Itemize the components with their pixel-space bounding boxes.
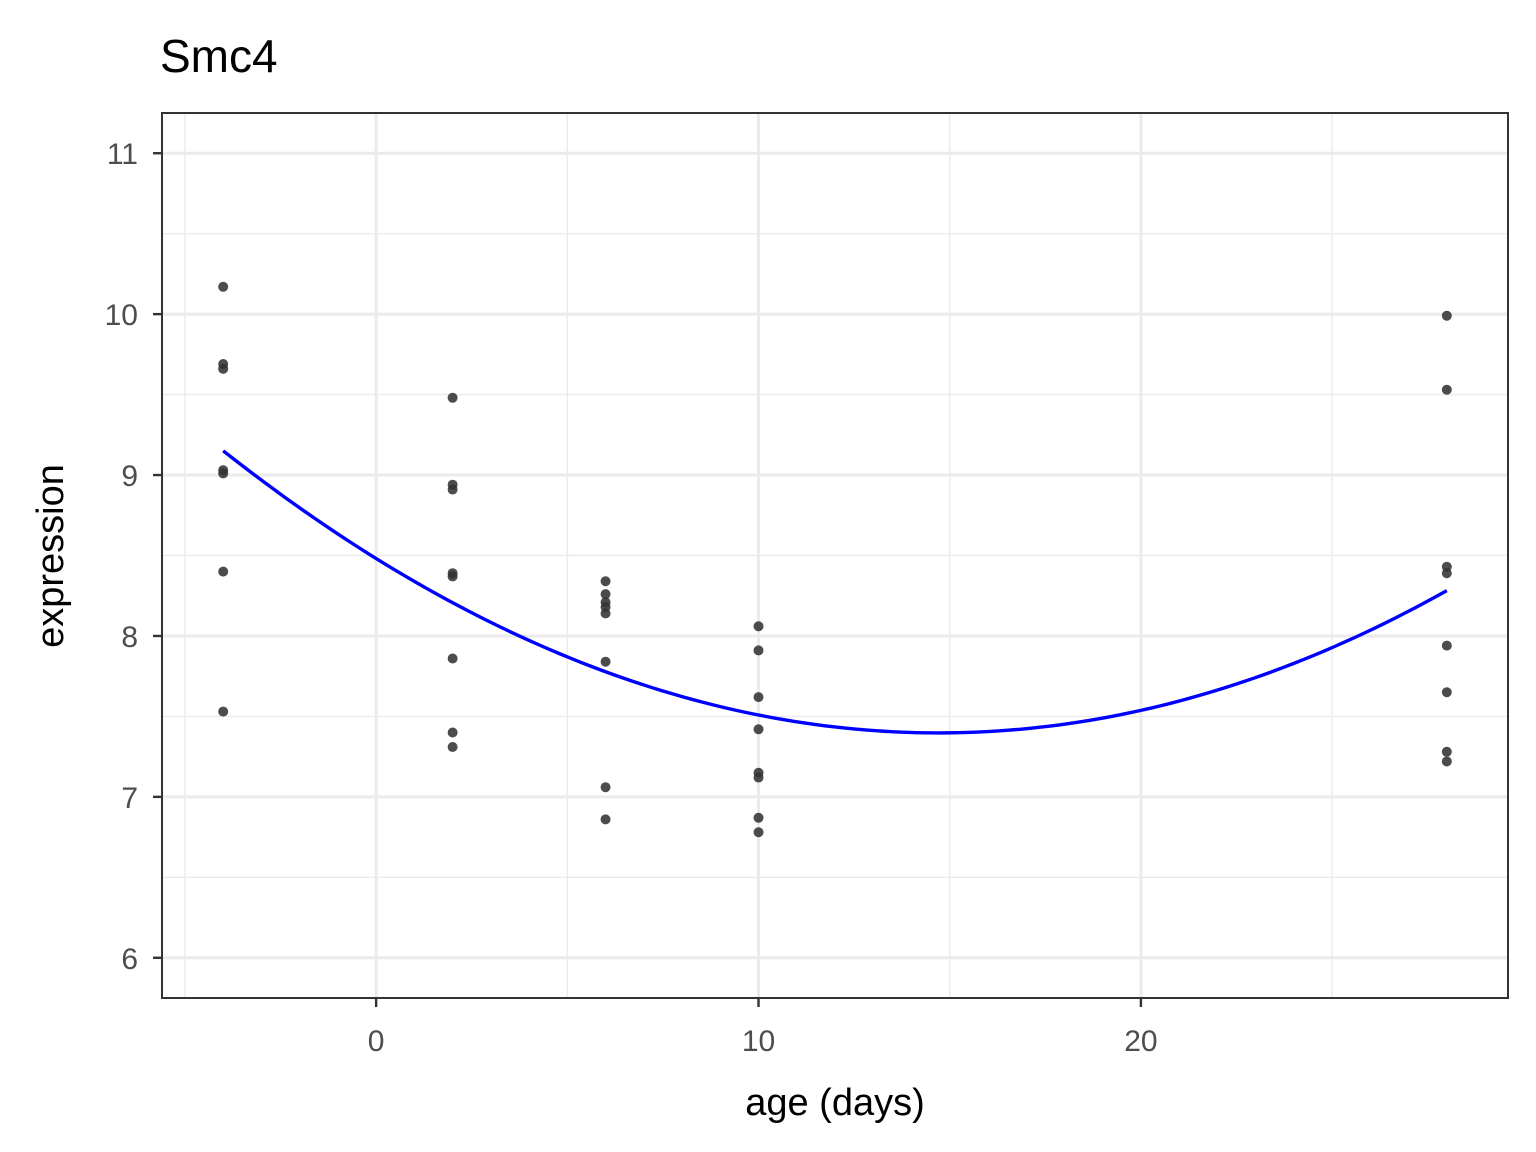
data-point [600, 589, 611, 600]
data-point [600, 576, 611, 587]
data-point [218, 468, 229, 479]
data-point [447, 484, 458, 495]
x-tick-label: 10 [742, 1025, 775, 1058]
chart-title: Smc4 [160, 30, 278, 82]
x-axis-title: age (days) [745, 1082, 925, 1124]
data-point [600, 656, 611, 667]
y-tick-label: 11 [107, 138, 138, 171]
data-point [1441, 640, 1452, 651]
y-tick-label: 7 [121, 782, 138, 815]
data-point [753, 724, 764, 735]
data-point [1441, 568, 1452, 579]
y-axis-title: expression [30, 464, 72, 648]
data-point [753, 812, 764, 823]
x-tick-label: 20 [1124, 1025, 1157, 1058]
data-point [753, 645, 764, 656]
y-tick-label: 6 [121, 943, 138, 976]
data-point [1441, 756, 1452, 767]
y-tick-label: 10 [105, 299, 138, 332]
data-point [218, 566, 229, 577]
data-point [600, 814, 611, 825]
fit-curve [222, 449, 1448, 735]
data-point [600, 782, 611, 793]
data-point [753, 827, 764, 838]
plot-panel [161, 112, 1509, 999]
data-point [447, 727, 458, 738]
data-point [447, 392, 458, 403]
data-point [753, 772, 764, 783]
data-point [1441, 310, 1452, 321]
data-point [753, 692, 764, 703]
y-tick-label: 9 [121, 460, 138, 493]
data-point [1441, 687, 1452, 698]
data-point [447, 653, 458, 664]
data-point [218, 363, 229, 374]
data-point [218, 706, 229, 717]
x-tick-label: 0 [368, 1025, 385, 1058]
data-point [447, 741, 458, 752]
data-point [600, 608, 611, 619]
y-tick-label: 8 [121, 621, 138, 654]
data-point [1441, 746, 1452, 757]
data-point [218, 281, 229, 292]
data-point [447, 571, 458, 582]
panel-border [161, 112, 1509, 999]
data-point [1441, 384, 1452, 395]
data-point [753, 621, 764, 632]
